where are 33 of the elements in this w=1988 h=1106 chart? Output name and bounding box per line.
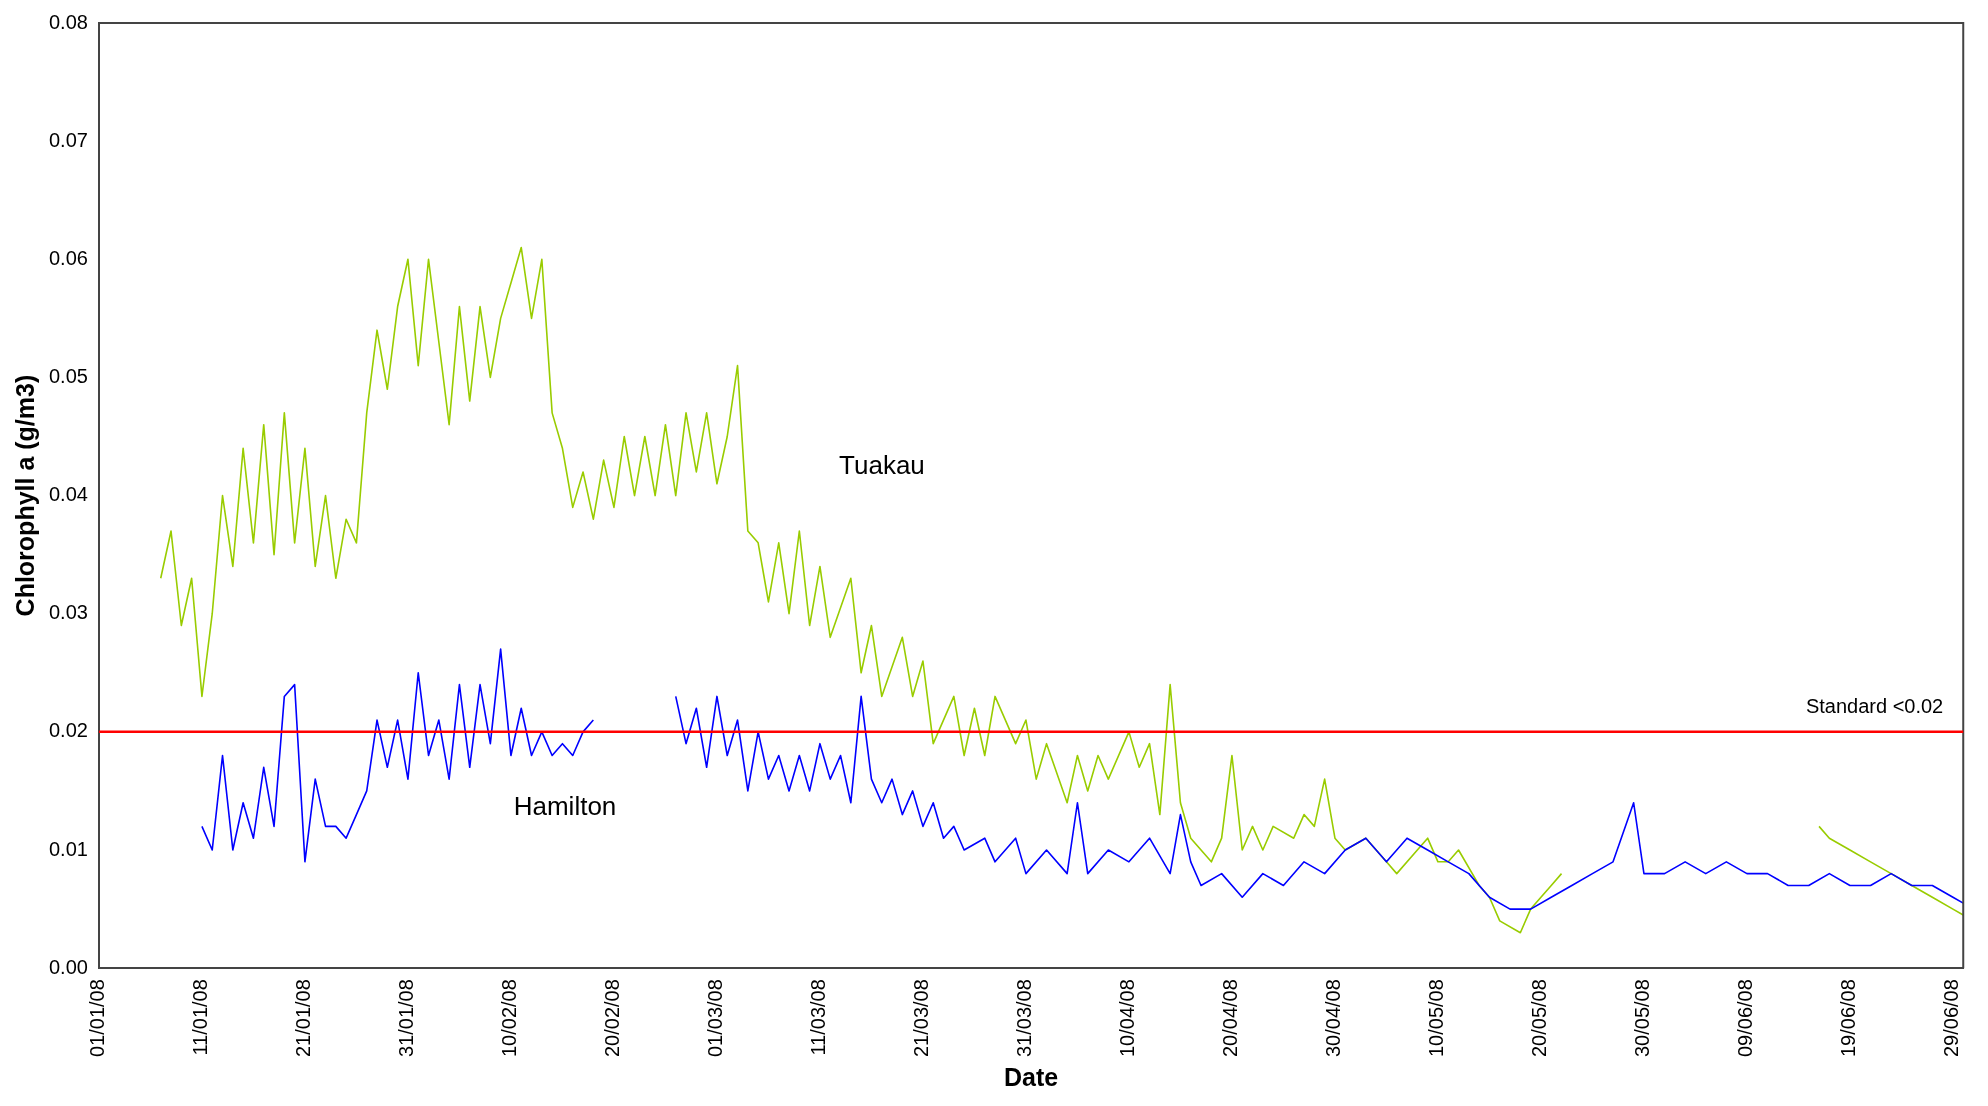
x-tick-label: 10/02/08 <box>498 979 521 1058</box>
y-tick-label: 0.05 <box>48 364 88 387</box>
ref-line-label: Standard <0.02 <box>1805 695 1944 718</box>
x-tick-label: 01/01/08 <box>86 979 109 1058</box>
y-tick-label: 0.04 <box>48 483 88 506</box>
y-tick-label: 0.07 <box>48 128 88 151</box>
y-tick-label: 0.01 <box>48 837 88 860</box>
text: Tuakau <box>839 450 925 481</box>
x-tick-label: 09/06/08 <box>1734 979 1757 1058</box>
x-axis-title: Date <box>1003 1062 1059 1091</box>
x-tick-label: 20/02/08 <box>601 979 624 1058</box>
x-tick-label: 10/05/08 <box>1425 979 1448 1058</box>
series-label: Hamilton <box>513 790 617 821</box>
y-tick-label: 0.00 <box>48 955 88 978</box>
x-tick-label: 31/03/08 <box>1013 979 1036 1058</box>
x-tick-label: 10/04/08 <box>1116 979 1139 1058</box>
x-tick-label: 01/03/08 <box>704 979 727 1058</box>
y-axis-title: Chlorophyll a (g/m3) <box>10 374 39 617</box>
y-tick-label: 0.02 <box>48 719 88 742</box>
y-tick-label: 0.03 <box>48 601 88 624</box>
x-tick-label: 20/04/08 <box>1219 979 1242 1058</box>
x-tick-label: 30/05/08 <box>1631 979 1654 1058</box>
x-tick-label: 29/06/08 <box>1940 979 1963 1058</box>
x-tick-label: 21/01/08 <box>292 979 315 1058</box>
y-tick-label: 0.08 <box>48 10 88 33</box>
x-tick-label: 30/04/08 <box>1322 979 1345 1058</box>
y-tick-label: 0.06 <box>48 246 88 269</box>
x-tick-label: 11/01/08 <box>189 979 212 1056</box>
x-tick-label: 19/06/08 <box>1837 979 1860 1058</box>
x-tick-label: 31/01/08 <box>395 979 418 1058</box>
x-tick-label: 11/03/08 <box>807 979 830 1056</box>
x-tick-label: 20/05/08 <box>1528 979 1551 1058</box>
x-tick-label: 21/03/08 <box>910 979 933 1058</box>
